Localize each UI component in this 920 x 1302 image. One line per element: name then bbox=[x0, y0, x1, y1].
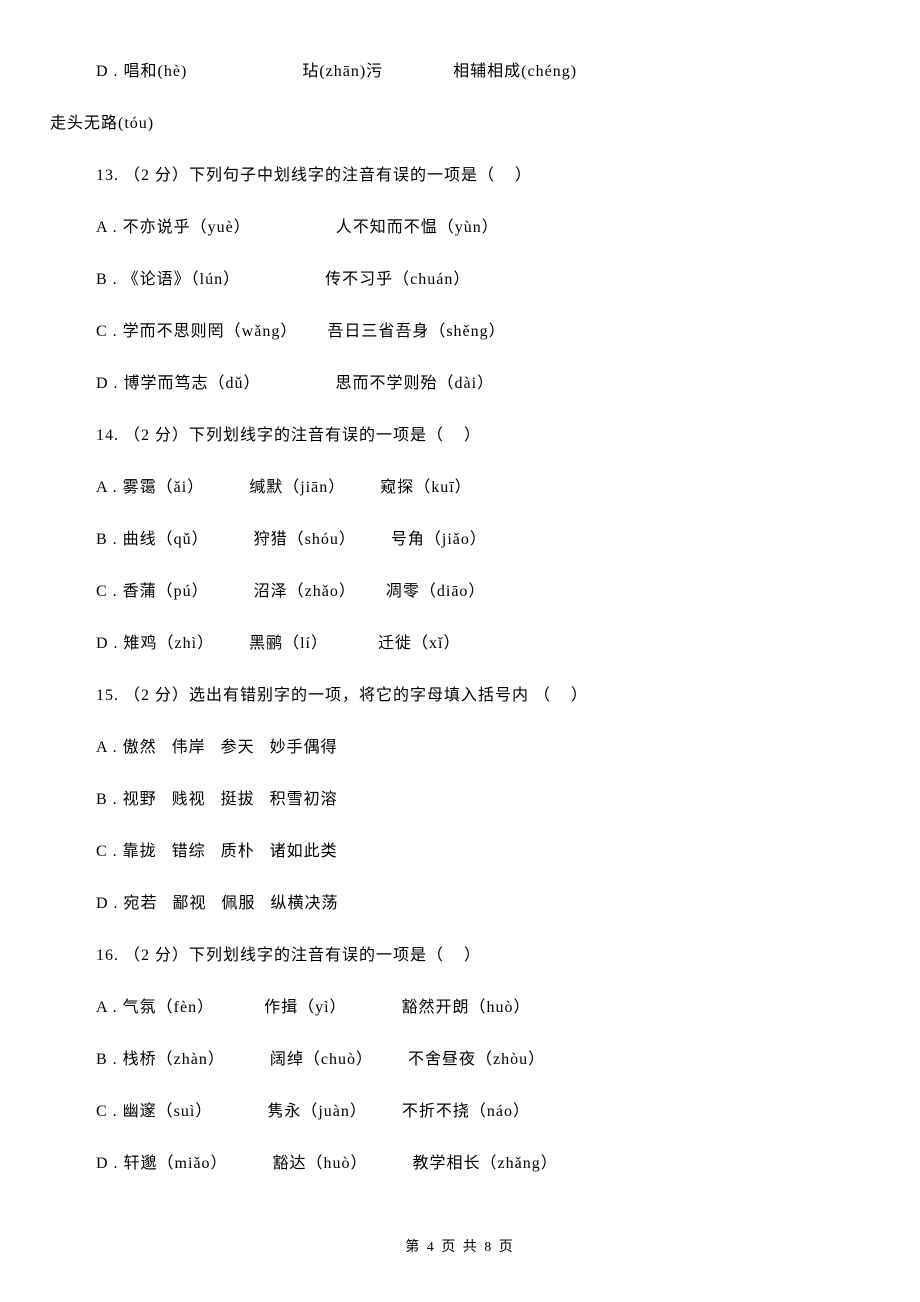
question-14: 14. （2 分）下列划线字的注音有误的一项是（ ） bbox=[50, 424, 870, 448]
q16-option-c: C . 幽邃（suì） 隽永（juàn） 不折不挠（náo） bbox=[50, 1100, 870, 1124]
question-13: 13. （2 分）下列句子中划线字的注音有误的一项是（ ） bbox=[50, 164, 870, 188]
q13-option-a: A . 不亦说乎（yuè） 人不知而不愠（yùn） bbox=[50, 216, 870, 240]
page-footer: 第 4 页 共 8 页 bbox=[50, 1236, 870, 1256]
q15-option-c: C . 靠拢 错综 质朴 诸如此类 bbox=[50, 840, 870, 864]
question-16: 16. （2 分）下列划线字的注音有误的一项是（ ） bbox=[50, 944, 870, 968]
q15-option-b: B . 视野 贱视 挺拔 积雪初溶 bbox=[50, 788, 870, 812]
q16-option-a: A . 气氛（fèn） 作揖（yì） 豁然开朗（huò） bbox=[50, 996, 870, 1020]
q14-option-b: B . 曲线（qǔ） 狩猎（shóu） 号角（jiǎo） bbox=[50, 528, 870, 552]
option-d-row: D . 唱和(hè) 玷(zhān)污 相辅相成(chéng) bbox=[50, 60, 870, 84]
question-15: 15. （2 分）选出有错别字的一项，将它的字母填入括号内 （ ） bbox=[50, 684, 870, 708]
q13-option-c: C . 学而不思则罔（wǎng） 吾日三省吾身（shěng） bbox=[50, 320, 870, 344]
q14-option-d: D . 雉鸡（zhì） 黑鹂（lí） 迁徙（xǐ） bbox=[50, 632, 870, 656]
q15-option-a: A . 傲然 伟岸 参天 妙手偶得 bbox=[50, 736, 870, 760]
continuation-line: 走头无路(tóu) bbox=[50, 112, 870, 136]
q14-option-a: A . 雾霭（ǎi） 缄默（jiān） 窥探（kuī） bbox=[50, 476, 870, 500]
q13-option-d: D . 博学而笃志（dǔ） 思而不学则殆（dài） bbox=[50, 372, 870, 396]
q15-option-d: D . 宛若 鄙视 佩服 纵横决荡 bbox=[50, 892, 870, 916]
q16-option-d: D . 轩邈（miǎo） 豁达（huò） 教学相长（zhǎng） bbox=[50, 1152, 870, 1176]
q13-option-b: B . 《论语》（lún） 传不习乎（chuán） bbox=[50, 268, 870, 292]
page-container: D . 唱和(hè) 玷(zhān)污 相辅相成(chéng) 走头无路(tóu… bbox=[0, 0, 920, 1296]
q16-option-b: B . 栈桥（zhàn） 阔绰（chuò） 不舍昼夜（zhòu） bbox=[50, 1048, 870, 1072]
q14-option-c: C . 香蒲（pú） 沼泽（zhǎo） 凋零（diāo） bbox=[50, 580, 870, 604]
